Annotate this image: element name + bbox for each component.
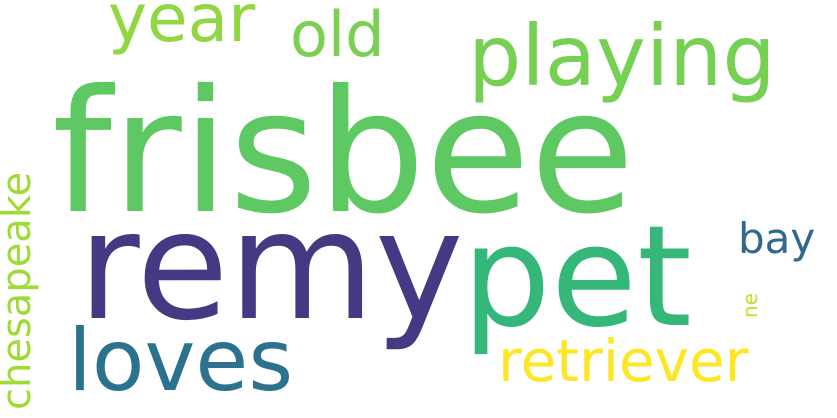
word-remy: remy — [78, 180, 464, 354]
word-frisbee: frisbee — [52, 54, 635, 252]
word-retriever: retriever — [498, 327, 749, 395]
word-ne: ne — [738, 293, 762, 318]
word-playing: playing — [468, 7, 776, 105]
word-year: year — [108, 0, 256, 57]
word-old: old — [290, 0, 385, 71]
word-chesapeake: chesapeake — [0, 171, 40, 410]
word-loves: loves — [68, 311, 294, 411]
word-pet: pet — [462, 196, 692, 359]
word-bay: bay — [738, 214, 816, 263]
